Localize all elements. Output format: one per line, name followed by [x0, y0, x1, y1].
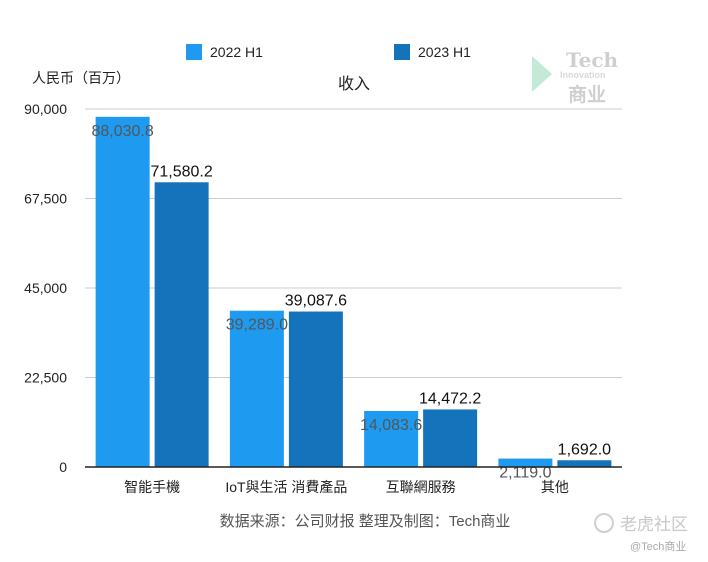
bar: [364, 410, 419, 467]
legend-label-2023: 2023 H1: [418, 44, 471, 60]
x-tick-label: IoT與生活 消費產品: [225, 479, 347, 495]
y-tick-label: 22,500: [24, 370, 67, 386]
data-label: 39,289.0: [226, 317, 288, 334]
bar: [557, 460, 612, 467]
legend-item-2023: 2023 H1: [394, 44, 471, 60]
bar: [229, 310, 284, 467]
bar: [154, 182, 209, 467]
data-label: 71,580.2: [150, 163, 212, 180]
data-label: 1,692.0: [558, 441, 611, 458]
data-label: 39,087.6: [285, 293, 347, 310]
y-tick-label: 67,500: [24, 191, 67, 207]
watermark: 老虎社区: [594, 510, 688, 535]
y-tick-label: 90,000: [24, 101, 67, 117]
legend-label-2022: 2022 H1: [210, 44, 263, 60]
logo-arrow-icon: [532, 56, 552, 92]
y-tick-label: 0: [59, 459, 67, 475]
data-label: 14,472.2: [419, 390, 481, 407]
x-tick-label: 互聯網服務: [386, 479, 456, 495]
legend-swatch-2022: [186, 44, 202, 60]
chart-title: 收入: [337, 76, 370, 93]
x-tick-label: 智能手機: [124, 479, 180, 495]
x-tick-label: 其他: [541, 479, 569, 495]
y-tick-label: 45,000: [24, 280, 67, 296]
tiger-community-icon: [594, 513, 614, 533]
bar: [498, 458, 553, 467]
data-label: 2,119.0: [499, 465, 551, 482]
bar: [423, 409, 478, 467]
data-label: 88,030.8: [91, 123, 153, 140]
watermark-handle: @Tech商业: [630, 541, 687, 553]
legend-swatch-2023: [394, 44, 410, 60]
legend-item-2022: 2022 H1: [186, 44, 263, 60]
data-label: 14,083.6: [360, 417, 422, 434]
source-note: 数据来源：公司财报 整理及制图：Tech商业: [219, 513, 511, 530]
y-axis-unit-label: 人民币（百万）: [32, 70, 130, 86]
tech-innovation-logo: Tech Innovation 商业: [528, 46, 628, 106]
bar: [288, 311, 343, 467]
bar: [95, 116, 150, 467]
